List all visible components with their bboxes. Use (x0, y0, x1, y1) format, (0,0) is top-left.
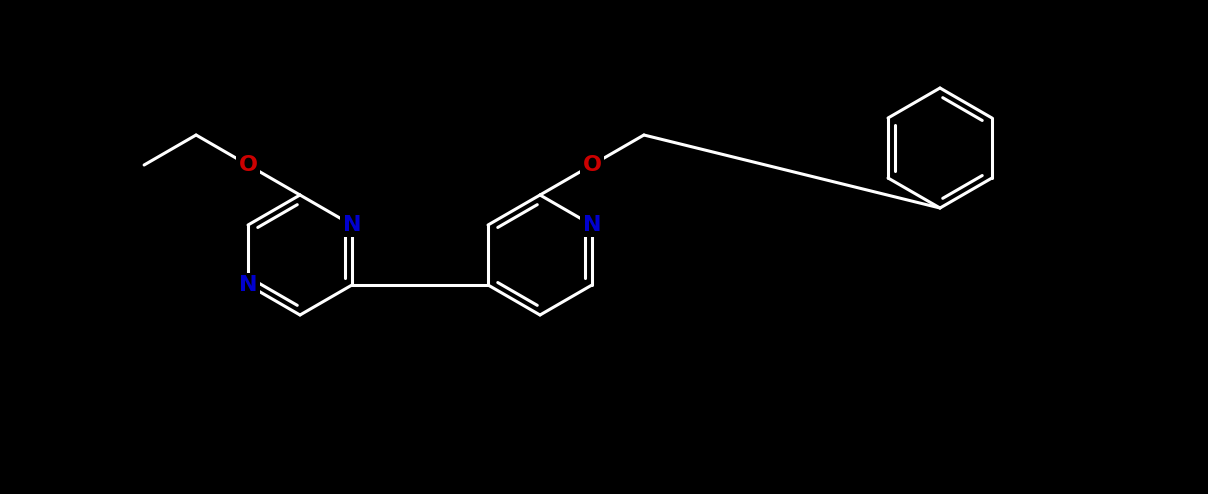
Text: O: O (582, 155, 602, 175)
Text: N: N (343, 215, 361, 235)
Text: O: O (238, 155, 257, 175)
Text: N: N (239, 275, 257, 295)
Text: N: N (582, 215, 602, 235)
